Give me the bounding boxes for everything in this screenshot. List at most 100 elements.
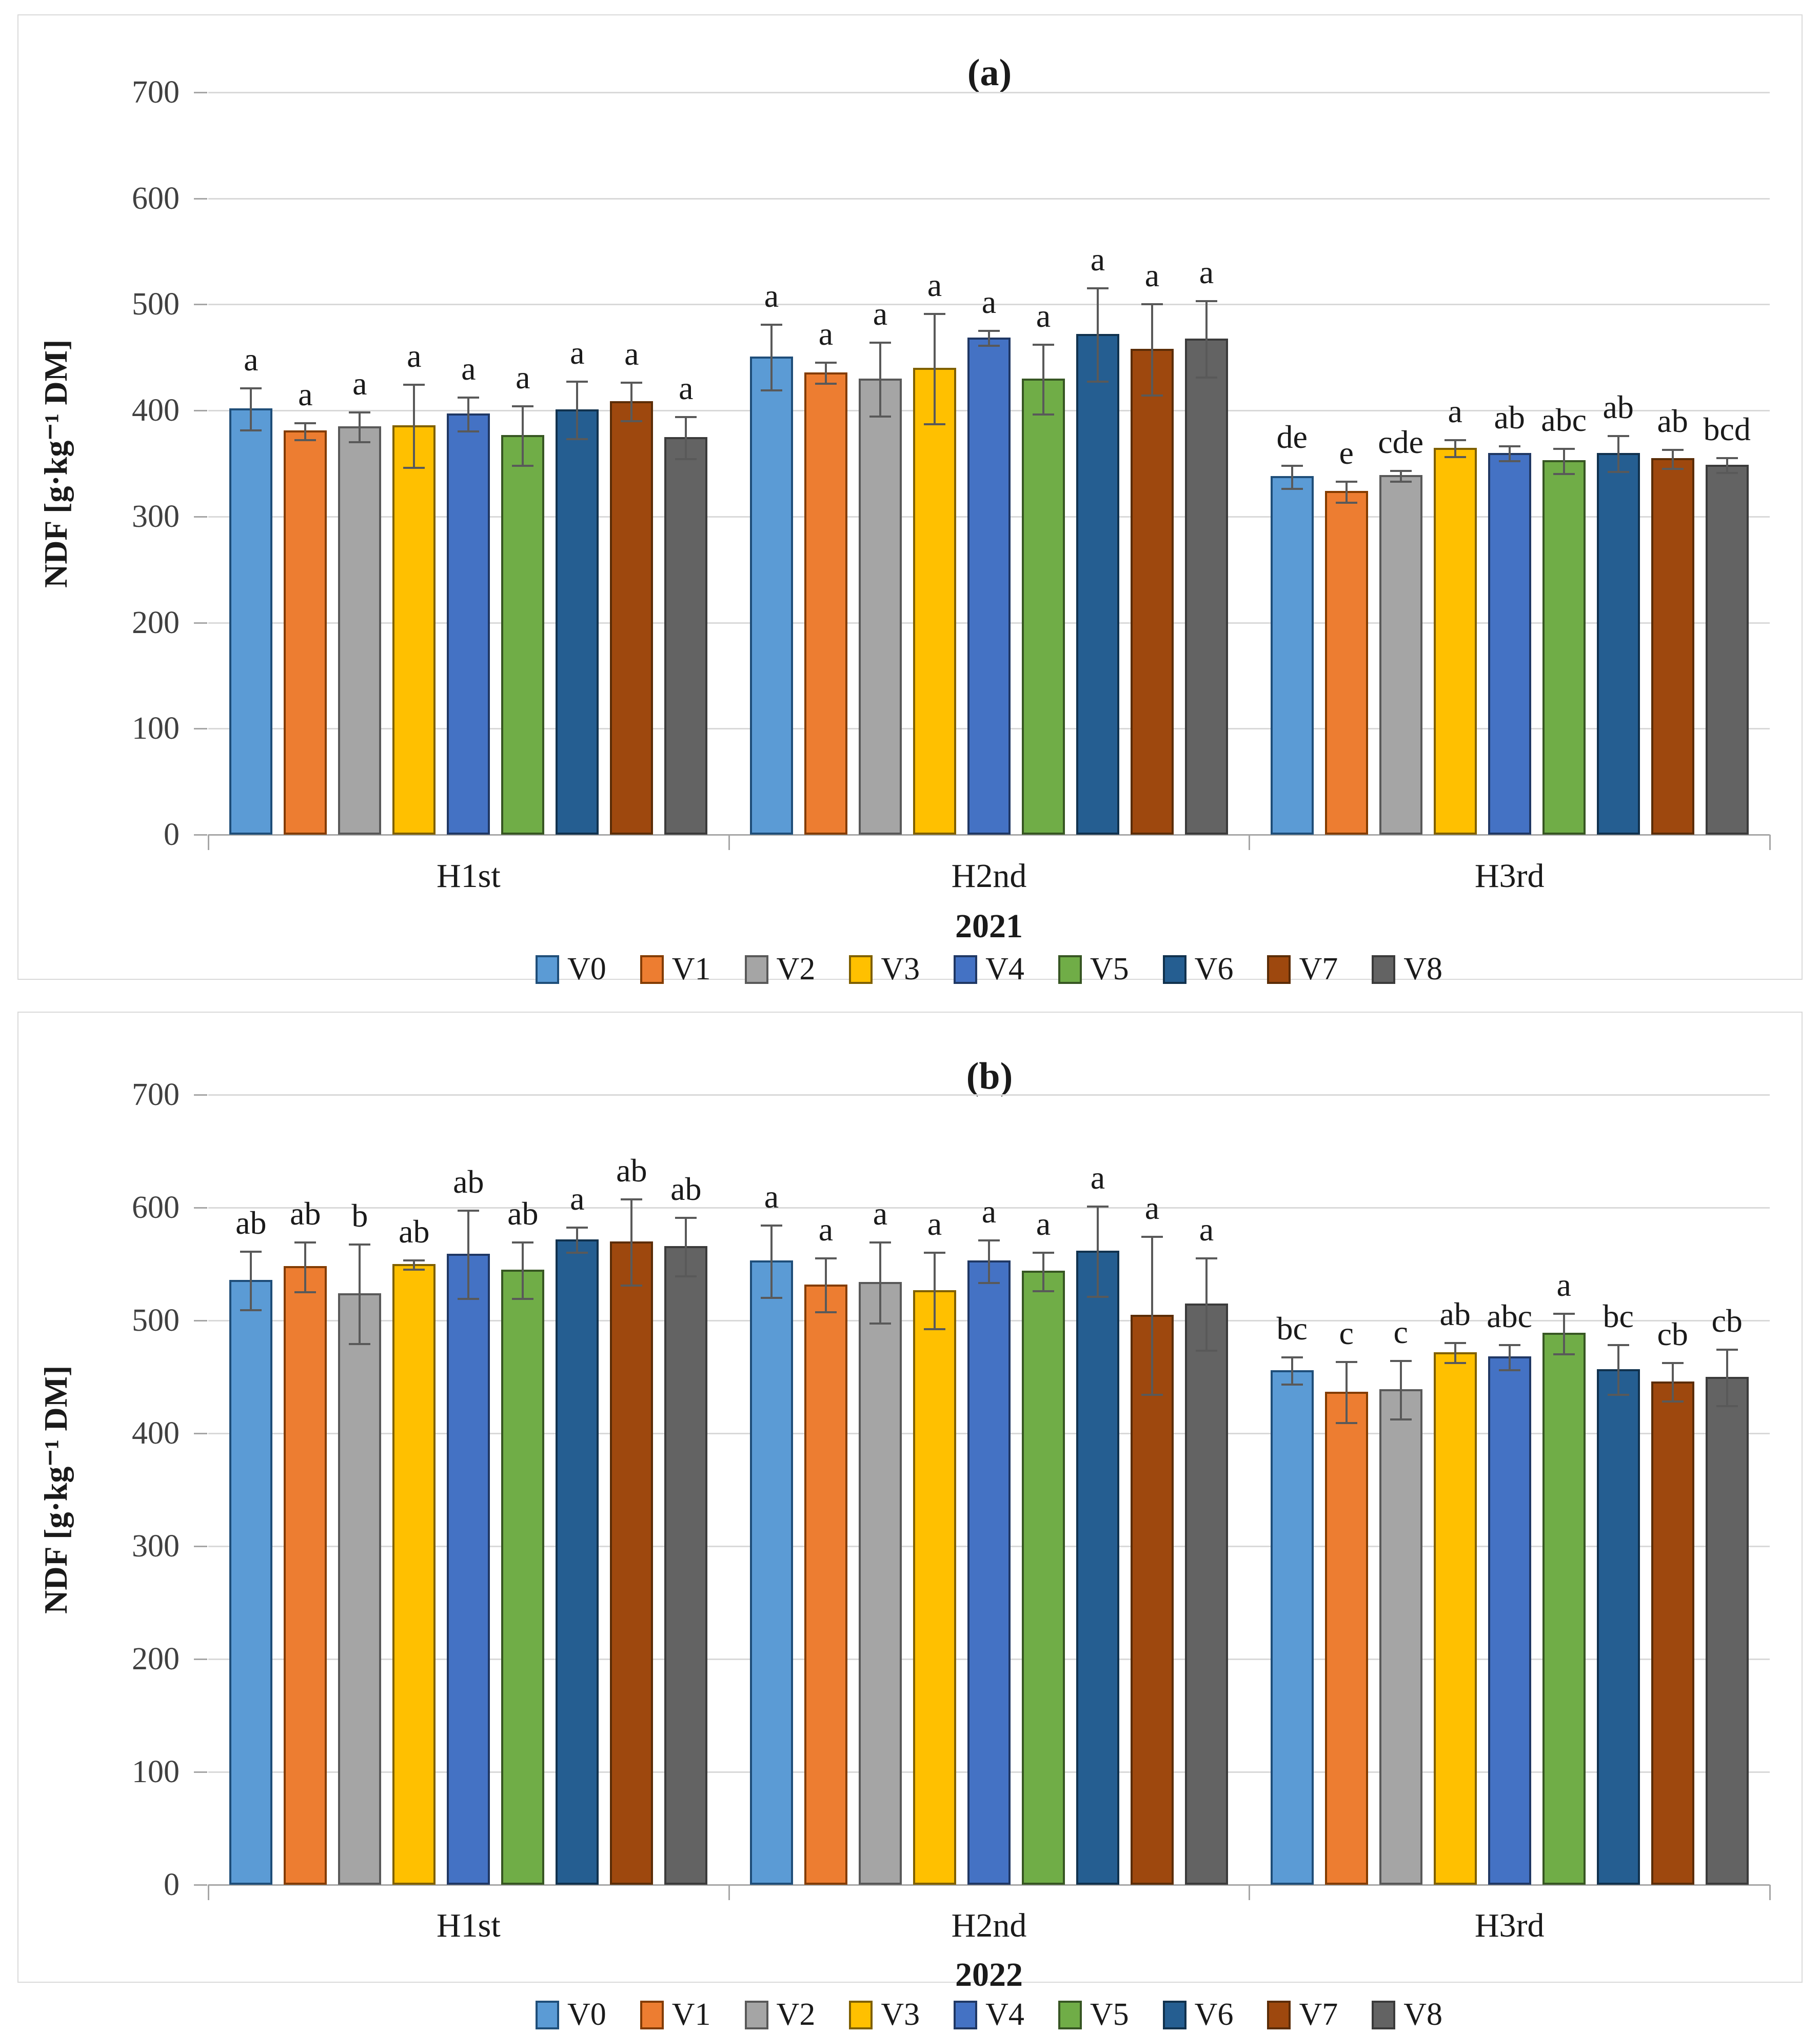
y-tick-mark	[194, 1094, 207, 1096]
error-bar	[576, 381, 579, 438]
error-bar-cap	[403, 466, 425, 469]
bar-group-H1st: a a a a a a a a a	[208, 92, 729, 835]
gridline-700	[208, 1094, 1770, 1096]
significance-letter: a	[1036, 297, 1051, 334]
y-tick-mark	[194, 622, 207, 624]
y-tick-label: 400	[132, 1416, 180, 1451]
bar-V3-H1st: a	[392, 340, 436, 835]
error-bar	[467, 397, 470, 431]
x-axis-tick	[1249, 1885, 1251, 1900]
legend-item-V3: V3	[849, 1997, 920, 2033]
error-bar-cap	[349, 441, 371, 444]
chart-a-year-label: 2021	[955, 907, 1023, 945]
significance-letter: de	[1276, 418, 1308, 455]
significance-letter: a	[352, 365, 367, 402]
significance-letter: a	[927, 266, 942, 303]
legend-item-V4: V4	[954, 1997, 1024, 2033]
legend-item-V6: V6	[1162, 951, 1233, 988]
error-bar-cap	[675, 1275, 697, 1277]
error-bar	[1508, 445, 1511, 461]
bar-V4-H2nd: a	[967, 1195, 1011, 1885]
bar-V5-H1st: a	[501, 361, 545, 835]
bar-V1-H1st: ab	[284, 1197, 327, 1885]
bar-V7-H1st: a	[610, 338, 654, 835]
bar-V0-H2nd: a	[750, 1180, 793, 1885]
y-tick-label: 400	[132, 393, 180, 428]
bar-V1-H2nd: a	[804, 318, 847, 835]
chart-a-y-axis-labels: 700 600 500 400 300 200 100 0	[18, 75, 193, 852]
error-bar-cap	[675, 416, 697, 418]
y-tick-label: 100	[132, 1754, 180, 1789]
significance-letter: cb	[1711, 1302, 1743, 1339]
legend-swatch-V4	[954, 2000, 978, 2029]
error-bar-cap	[869, 341, 891, 344]
legend-item-V5: V5	[1058, 951, 1129, 988]
legend-item-V0: V0	[535, 951, 606, 988]
bar-V6-H1st: a	[556, 1182, 599, 1885]
bar-V2-H1st: a	[338, 367, 382, 835]
bar-V3-H3rd: a	[1433, 394, 1477, 835]
bar-V8-H3rd: cb	[1705, 1305, 1749, 1885]
error-bar-cap	[1033, 1290, 1054, 1292]
error-bar-cap	[978, 1282, 1000, 1285]
y-tick-label: 600	[132, 181, 180, 216]
error-bar-cap	[621, 382, 643, 384]
error-bar-cap	[1390, 1418, 1412, 1421]
significance-letter: a	[679, 369, 694, 406]
error-bar-cap	[1498, 1369, 1520, 1371]
legend-swatch-V6	[1162, 955, 1186, 984]
significance-letter: ab	[670, 1170, 702, 1207]
error-bar-cap	[1716, 1405, 1738, 1407]
error-bar-cap	[869, 1241, 891, 1244]
significance-letter: a	[1199, 1211, 1214, 1248]
error-bar	[1151, 1236, 1153, 1394]
error-bar-cap	[1141, 1236, 1163, 1238]
error-bar-cap	[294, 1291, 316, 1293]
significance-letter: a	[764, 277, 779, 314]
significance-letter: abc	[1487, 1298, 1533, 1335]
legend-item-V2: V2	[744, 951, 815, 988]
chart-a-title: (a)	[967, 52, 1012, 94]
error-bar	[1042, 1251, 1044, 1290]
legend-label: V7	[1299, 952, 1338, 986]
legend-swatch-V0	[535, 2000, 559, 2029]
error-bar-cap	[1087, 381, 1109, 383]
legend-label: V8	[1403, 1997, 1443, 2032]
bar-V1-H3rd: c	[1324, 1317, 1368, 1885]
bar-V1-H2nd: a	[804, 1213, 847, 1885]
error-bar-cap	[1716, 457, 1738, 460]
error-bar	[304, 422, 307, 439]
chart-panel-a: (a) NDF [g·kg⁻¹ DM] 700 600 500 400 300 200 10…	[17, 14, 1803, 986]
legend-item-V7: V7	[1267, 1997, 1338, 2033]
gridline-700	[208, 92, 1770, 93]
bar-V0-H3rd: de	[1270, 420, 1314, 835]
significance-letter: a	[818, 315, 834, 352]
error-bar	[934, 1251, 936, 1329]
legend-swatch-V7	[1267, 2000, 1291, 2029]
legend-swatch-V8	[1372, 2000, 1396, 2029]
error-bar-cap	[403, 384, 425, 386]
y-tick-label: 100	[132, 711, 180, 746]
error-bar-cap	[815, 383, 837, 385]
significance-letter: a	[1090, 241, 1105, 278]
error-bar-cap	[1390, 1360, 1412, 1363]
bar-V7-H2nd: a	[1131, 1192, 1174, 1885]
error-bar-cap	[294, 439, 316, 441]
error-bar-cap	[978, 344, 1000, 347]
x-category-label-H3rd: H3rd	[1474, 857, 1545, 895]
error-bar	[1042, 343, 1044, 414]
legend-label: V1	[671, 952, 711, 986]
error-bar-cap	[294, 1241, 316, 1244]
legend-item-V8: V8	[1372, 951, 1442, 988]
y-tick-mark	[194, 1433, 207, 1434]
bar-V5-H2nd: a	[1022, 299, 1065, 835]
significance-letter: ab	[453, 1163, 484, 1200]
y-tick-label: 200	[132, 605, 180, 640]
bar-V6-H2nd: a	[1076, 1161, 1119, 1885]
legend-swatch-V7	[1267, 955, 1291, 984]
y-tick-mark	[194, 198, 207, 200]
legend-label: V8	[1403, 952, 1443, 986]
bar-V7-H3rd: ab	[1651, 404, 1694, 835]
significance-letter: ab	[616, 1152, 647, 1189]
